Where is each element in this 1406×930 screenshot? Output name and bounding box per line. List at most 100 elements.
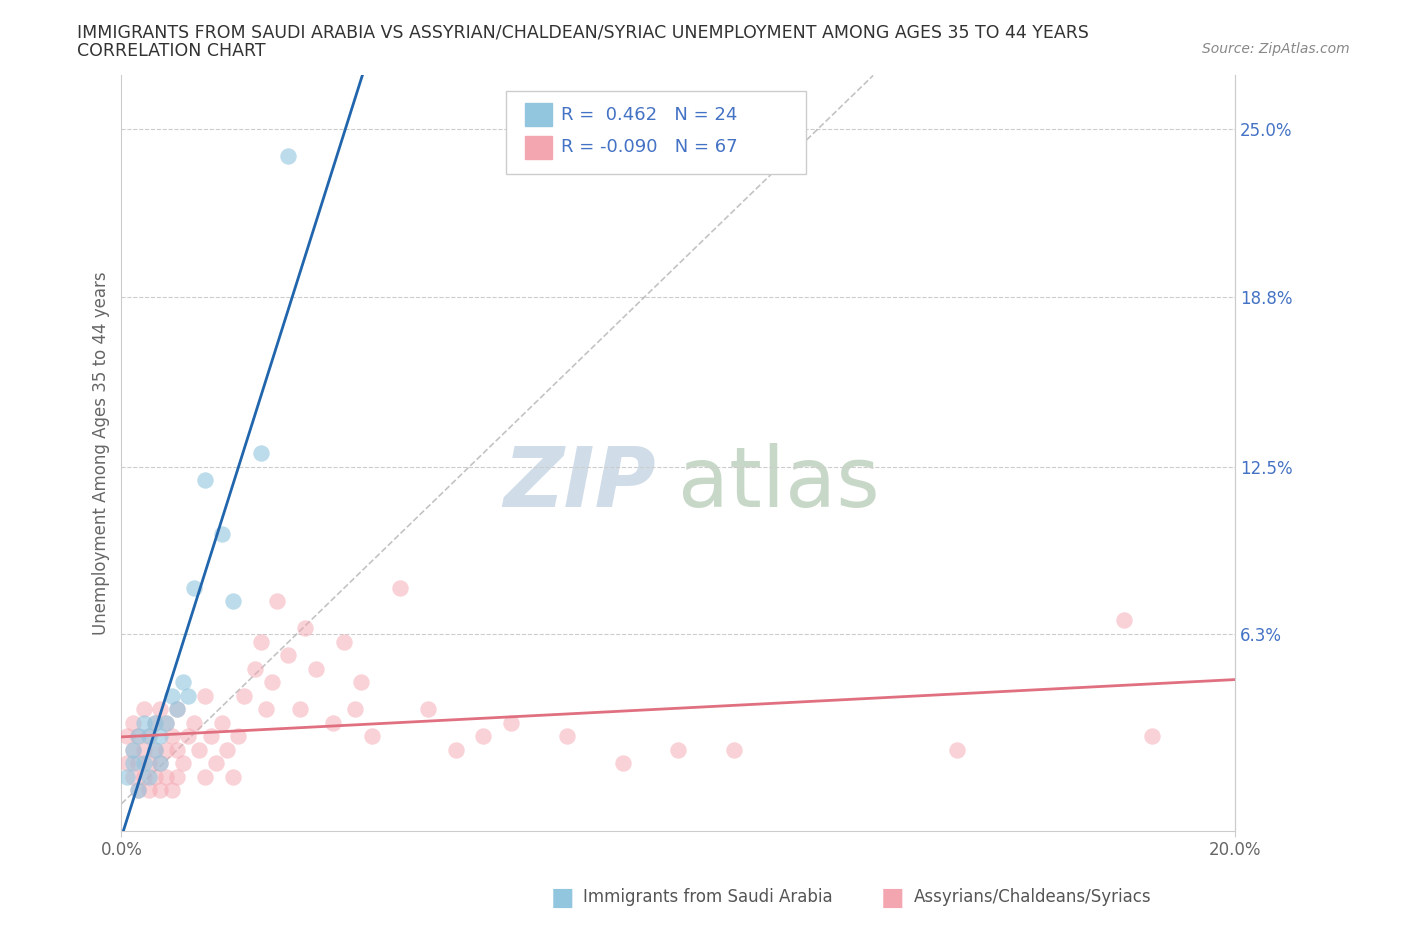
Point bbox=[945, 742, 967, 757]
Point bbox=[115, 729, 138, 744]
Point bbox=[121, 769, 143, 784]
Point bbox=[243, 661, 266, 676]
Point bbox=[143, 769, 166, 784]
Point bbox=[194, 472, 217, 487]
Point bbox=[132, 715, 155, 730]
Point bbox=[155, 769, 177, 784]
Point bbox=[501, 715, 523, 730]
Point bbox=[233, 688, 256, 703]
Point bbox=[149, 702, 172, 717]
Point bbox=[166, 702, 188, 717]
Text: ■: ■ bbox=[551, 885, 574, 910]
Point bbox=[361, 729, 384, 744]
Point bbox=[149, 756, 172, 771]
Text: Assyrians/Chaldeans/Syriacs: Assyrians/Chaldeans/Syriacs bbox=[914, 888, 1152, 907]
Point bbox=[350, 675, 373, 690]
FancyBboxPatch shape bbox=[506, 90, 806, 174]
Point bbox=[266, 594, 288, 609]
Point bbox=[322, 715, 344, 730]
Point bbox=[1140, 729, 1163, 744]
Point bbox=[333, 634, 356, 649]
Point bbox=[132, 756, 155, 771]
Point bbox=[249, 445, 271, 460]
Point bbox=[149, 783, 172, 798]
Point bbox=[277, 648, 299, 663]
Point bbox=[416, 702, 439, 717]
Point bbox=[260, 675, 283, 690]
Point bbox=[132, 769, 155, 784]
Text: Immigrants from Saudi Arabia: Immigrants from Saudi Arabia bbox=[583, 888, 834, 907]
Point bbox=[121, 742, 143, 757]
Text: R =  0.462   N = 24: R = 0.462 N = 24 bbox=[561, 106, 738, 124]
Point bbox=[172, 756, 194, 771]
Point bbox=[188, 742, 211, 757]
Point bbox=[121, 715, 143, 730]
Point bbox=[160, 688, 183, 703]
Point bbox=[472, 729, 495, 744]
Text: R = -0.090   N = 67: R = -0.090 N = 67 bbox=[561, 139, 738, 156]
Point bbox=[138, 729, 160, 744]
Point bbox=[1112, 613, 1135, 628]
Point bbox=[666, 742, 689, 757]
Point bbox=[194, 769, 217, 784]
Point bbox=[155, 715, 177, 730]
Point bbox=[138, 769, 160, 784]
Text: CORRELATION CHART: CORRELATION CHART bbox=[77, 42, 266, 60]
Point bbox=[612, 756, 634, 771]
Point bbox=[127, 783, 149, 798]
Point bbox=[143, 715, 166, 730]
Point bbox=[115, 756, 138, 771]
Point bbox=[166, 742, 188, 757]
Point bbox=[127, 783, 149, 798]
Point bbox=[127, 756, 149, 771]
Point bbox=[132, 702, 155, 717]
Point bbox=[121, 756, 143, 771]
Point bbox=[160, 783, 183, 798]
Text: ZIP: ZIP bbox=[503, 443, 657, 524]
Point bbox=[205, 756, 228, 771]
Point bbox=[127, 729, 149, 744]
Point bbox=[155, 742, 177, 757]
Point bbox=[155, 715, 177, 730]
Point bbox=[723, 742, 745, 757]
Point bbox=[149, 729, 172, 744]
Point bbox=[294, 621, 316, 636]
Point bbox=[160, 729, 183, 744]
Point bbox=[344, 702, 367, 717]
Point bbox=[288, 702, 311, 717]
Point bbox=[200, 729, 222, 744]
Point bbox=[143, 742, 166, 757]
Point bbox=[127, 729, 149, 744]
Point bbox=[211, 526, 233, 541]
Text: Source: ZipAtlas.com: Source: ZipAtlas.com bbox=[1202, 42, 1350, 56]
Point bbox=[228, 729, 250, 744]
Point bbox=[277, 149, 299, 164]
Point bbox=[121, 742, 143, 757]
Point bbox=[555, 729, 578, 744]
Point bbox=[183, 580, 205, 595]
Point bbox=[172, 675, 194, 690]
Point bbox=[388, 580, 411, 595]
Point bbox=[138, 729, 160, 744]
Point bbox=[444, 742, 467, 757]
Point bbox=[217, 742, 239, 757]
Point bbox=[138, 783, 160, 798]
Point bbox=[183, 715, 205, 730]
Point bbox=[222, 594, 245, 609]
Point bbox=[132, 742, 155, 757]
Point bbox=[222, 769, 245, 784]
Point bbox=[177, 688, 200, 703]
Text: atlas: atlas bbox=[678, 443, 880, 524]
Text: IMMIGRANTS FROM SAUDI ARABIA VS ASSYRIAN/CHALDEAN/SYRIAC UNEMPLOYMENT AMONG AGES: IMMIGRANTS FROM SAUDI ARABIA VS ASSYRIAN… bbox=[77, 23, 1090, 41]
Point bbox=[305, 661, 328, 676]
Point bbox=[138, 756, 160, 771]
Y-axis label: Unemployment Among Ages 35 to 44 years: Unemployment Among Ages 35 to 44 years bbox=[93, 272, 110, 635]
Point bbox=[143, 742, 166, 757]
Text: ■: ■ bbox=[882, 885, 904, 910]
Point bbox=[194, 688, 217, 703]
Bar bbox=[524, 103, 553, 126]
Point bbox=[254, 702, 277, 717]
Point bbox=[211, 715, 233, 730]
Point bbox=[149, 756, 172, 771]
Bar bbox=[524, 136, 553, 158]
